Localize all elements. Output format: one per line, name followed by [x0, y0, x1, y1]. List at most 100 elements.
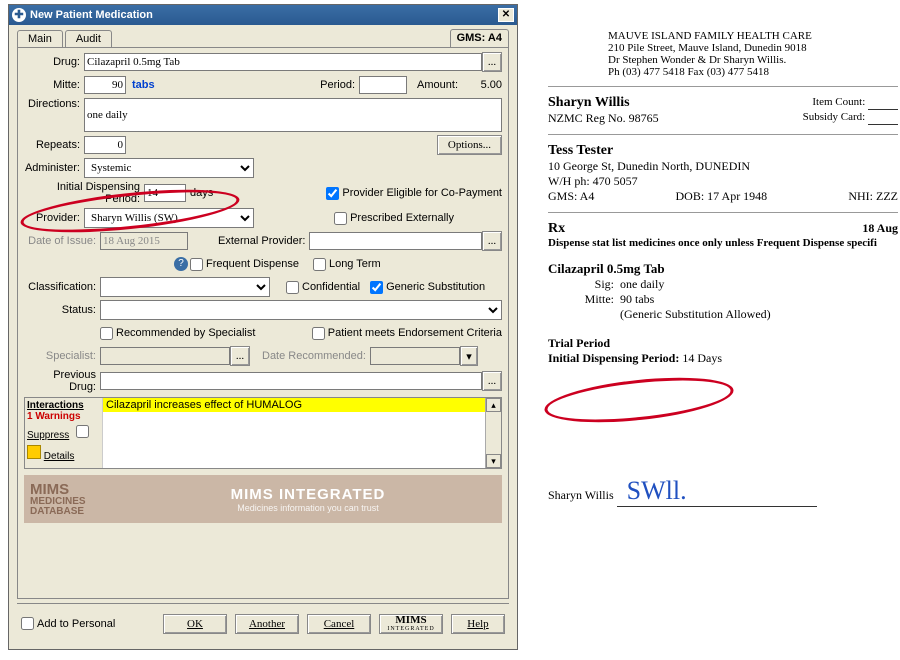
generic-check[interactable]: Generic Substitution: [370, 281, 485, 294]
doc-idp-value: 14 Days: [682, 351, 722, 365]
org-phone: Ph (03) 477 5418 Fax (03) 477 5418: [608, 66, 898, 78]
prescriber-name: Sharyn Willis: [548, 95, 659, 111]
prevdrug-lookup[interactable]: ...: [482, 371, 502, 391]
class-label: Classification:: [24, 281, 100, 293]
suppress-check[interactable]: [76, 425, 89, 438]
scrollbar[interactable]: ▴▾: [485, 398, 501, 468]
mims-sub1: MEDICINES: [30, 497, 114, 507]
prescriber-reg: NZMC Reg No. 98765: [548, 111, 659, 126]
extprov-lookup[interactable]: ...: [482, 231, 502, 251]
rx-label: Rx: [548, 221, 565, 237]
mims-banner: MIMS MEDICINES DATABASE MIMS INTEGRATED …: [24, 475, 502, 523]
conf-check[interactable]: Confidential: [286, 281, 360, 294]
titlebar[interactable]: ✚ New Patient Medication ✕: [9, 5, 517, 25]
daterec-input: [370, 347, 460, 365]
prescription-document: MAUVE ISLAND FAMILY HEALTH CARE 210 Pile…: [548, 30, 898, 507]
freq-check[interactable]: Frequent Dispense: [190, 258, 299, 271]
repeats-input[interactable]: [84, 136, 126, 154]
add-personal-check[interactable]: Add to Personal: [21, 617, 115, 630]
ext-presc-check[interactable]: Prescribed Externally: [334, 212, 454, 225]
interactions-title: Interactions: [27, 400, 100, 411]
provider-label: Provider:: [24, 212, 84, 224]
details-link[interactable]: Details: [44, 451, 75, 462]
period-label: Period:: [320, 79, 359, 91]
help-button[interactable]: Help: [451, 614, 505, 634]
signature-name: Sharyn Willis: [548, 488, 614, 502]
directions-input[interactable]: [84, 98, 502, 132]
close-icon[interactable]: ✕: [498, 8, 514, 22]
provider-select[interactable]: Sharyn Willis (SW): [84, 208, 254, 228]
sig-label: Sig:: [578, 277, 614, 292]
prevdrug-input[interactable]: [100, 372, 482, 390]
status-select[interactable]: [100, 300, 502, 320]
sig-value: one daily: [620, 277, 664, 291]
amount-label: Amount:: [417, 79, 462, 91]
warnings-count: 1 Warnings: [27, 411, 100, 422]
spec-label: Specialist:: [24, 350, 100, 362]
tab-audit[interactable]: Audit: [65, 30, 112, 48]
patient-name: Tess Tester: [548, 143, 898, 159]
class-select[interactable]: [100, 277, 270, 297]
suppress-label: Suppress: [27, 430, 69, 441]
window-title: New Patient Medication: [30, 9, 153, 21]
daterec-label: Date Recommended:: [262, 350, 370, 362]
drug-lookup-button[interactable]: ...: [482, 52, 502, 72]
gms-badge: GMS: A4: [450, 29, 509, 47]
drug-label: Drug:: [24, 56, 84, 68]
rx-mitte-value: 90 tabs: [620, 292, 654, 306]
subsidy-field[interactable]: [868, 110, 898, 125]
ok-button[interactable]: OK: [163, 614, 227, 634]
mims-title: MIMS INTEGRATED: [114, 486, 502, 503]
options-button[interactable]: Options...: [437, 135, 502, 155]
idp-input[interactable]: [144, 184, 186, 202]
copay-check[interactable]: Provider Eligible for Co-Payment: [326, 187, 502, 200]
warning-icon: [27, 445, 41, 459]
subsidy-label: Subsidy Card:: [803, 111, 866, 123]
extprov-label: External Provider:: [218, 235, 309, 247]
mitte-input[interactable]: [84, 76, 126, 94]
mims-logo: MIMS: [30, 482, 114, 497]
form-panel: Drug: ... Mitte: tabs Period: Amount: 5.…: [17, 47, 509, 599]
interaction-text: Cilazapril increases effect of HUMALOG: [103, 398, 501, 412]
recspec-check[interactable]: Recommended by Specialist: [100, 327, 255, 340]
doc-idp-label: Initial Dispensing Period:: [548, 351, 679, 365]
patient-dob: DOB: 17 Apr 1948: [676, 189, 768, 204]
itemcount-field[interactable]: [868, 95, 898, 110]
patient-nhi: NHI: ZZZ: [848, 189, 898, 204]
org-name: MAUVE ISLAND FAMILY HEALTH CARE: [608, 30, 898, 42]
trial-period-label: Trial Period: [548, 336, 898, 351]
org-addr: 210 Pile Street, Mauve Island, Dunedin 9…: [608, 42, 898, 54]
date-picker-icon[interactable]: ▾: [460, 346, 478, 366]
tab-main[interactable]: Main: [17, 30, 63, 48]
mims-sub2: DATABASE: [30, 507, 114, 517]
period-input[interactable]: [359, 76, 407, 94]
help-icon[interactable]: ?: [174, 257, 188, 271]
another-button[interactable]: Another: [235, 614, 299, 634]
mims-tagline: Medicines information you can trust: [114, 503, 502, 513]
patient-addr: 10 George St, Dunedin North, DUNEDIN: [548, 159, 898, 174]
patient-phone: W/H ph: 470 5057: [548, 174, 898, 189]
org-drs: Dr Stephen Wonder & Dr Sharyn Willis.: [608, 54, 898, 66]
extprov-input[interactable]: [309, 232, 482, 250]
rx-drug: Cilazapril 0.5mg Tab: [548, 261, 898, 277]
mitte-label: Mitte:: [24, 79, 84, 91]
rx-mitte-label: Mitte:: [578, 292, 614, 307]
spec-lookup[interactable]: ...: [230, 346, 250, 366]
tab-strip: Main Audit GMS: A4: [9, 25, 517, 47]
drug-input[interactable]: [84, 53, 482, 71]
app-icon: ✚: [12, 8, 26, 22]
scroll-down-icon[interactable]: ▾: [486, 454, 501, 468]
scroll-up-icon[interactable]: ▴: [486, 398, 501, 412]
doi-input: [100, 232, 188, 250]
cancel-button[interactable]: Cancel: [307, 614, 371, 634]
mims-button[interactable]: MIMS INTEGRATED: [379, 614, 443, 634]
idp-label: Initial Dispensing Period:: [24, 181, 144, 205]
button-bar: Add to Personal OK Another Cancel MIMS I…: [17, 603, 509, 643]
administer-label: Administer:: [24, 162, 84, 174]
endorse-check[interactable]: Patient meets Endorsement Criteria: [312, 327, 502, 340]
rx-date: 18 Aug: [862, 221, 898, 237]
administer-select[interactable]: Systemic: [84, 158, 254, 178]
medication-dialog: ✚ New Patient Medication ✕ Main Audit GM…: [8, 4, 518, 650]
idp-days: days: [190, 187, 213, 199]
longterm-check[interactable]: Long Term: [313, 258, 381, 271]
